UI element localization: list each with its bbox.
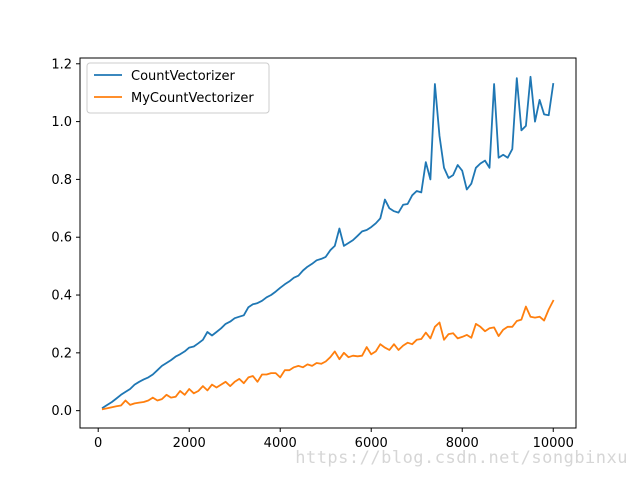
series-layer <box>101 75 555 411</box>
x-tick-label: 8000 <box>446 436 479 451</box>
y-tick-label: 0.0 <box>51 404 72 419</box>
x-tick-label: 10000 <box>533 436 574 451</box>
y-tick-label: 0.6 <box>51 231 72 246</box>
y-tick-label: 0.8 <box>51 173 72 188</box>
series-line-countvectorizer <box>101 75 555 410</box>
axis-layer: 0 2000 4000 6000 8000 10000 0.0 0.2 0.4 0.6 0.8 1.0… <box>51 57 574 451</box>
y-tick-label: 1.2 <box>51 57 72 72</box>
x-tick-label: 4000 <box>264 436 297 451</box>
series-line-mycountvectorizer <box>101 299 555 411</box>
legend: CountVectorizer MyCountVectorizer <box>86 62 270 114</box>
plot-frame <box>79 57 577 429</box>
legend-box <box>86 62 270 114</box>
x-tick-label: 0 <box>94 436 102 451</box>
x-tick-label: 2000 <box>173 436 206 451</box>
legend-label-countvectorizer: CountVectorizer <box>131 69 235 84</box>
y-tick-label: 0.2 <box>51 346 72 361</box>
watermark-text: https://blog.csdn.net/songbinxu <box>295 448 628 468</box>
y-tick-label: 0.4 <box>51 289 72 304</box>
legend-label-mycountvectorizer: MyCountVectorizer <box>131 91 254 106</box>
x-tick-label: 6000 <box>355 436 388 451</box>
y-tick-label: 1.0 <box>51 115 72 130</box>
